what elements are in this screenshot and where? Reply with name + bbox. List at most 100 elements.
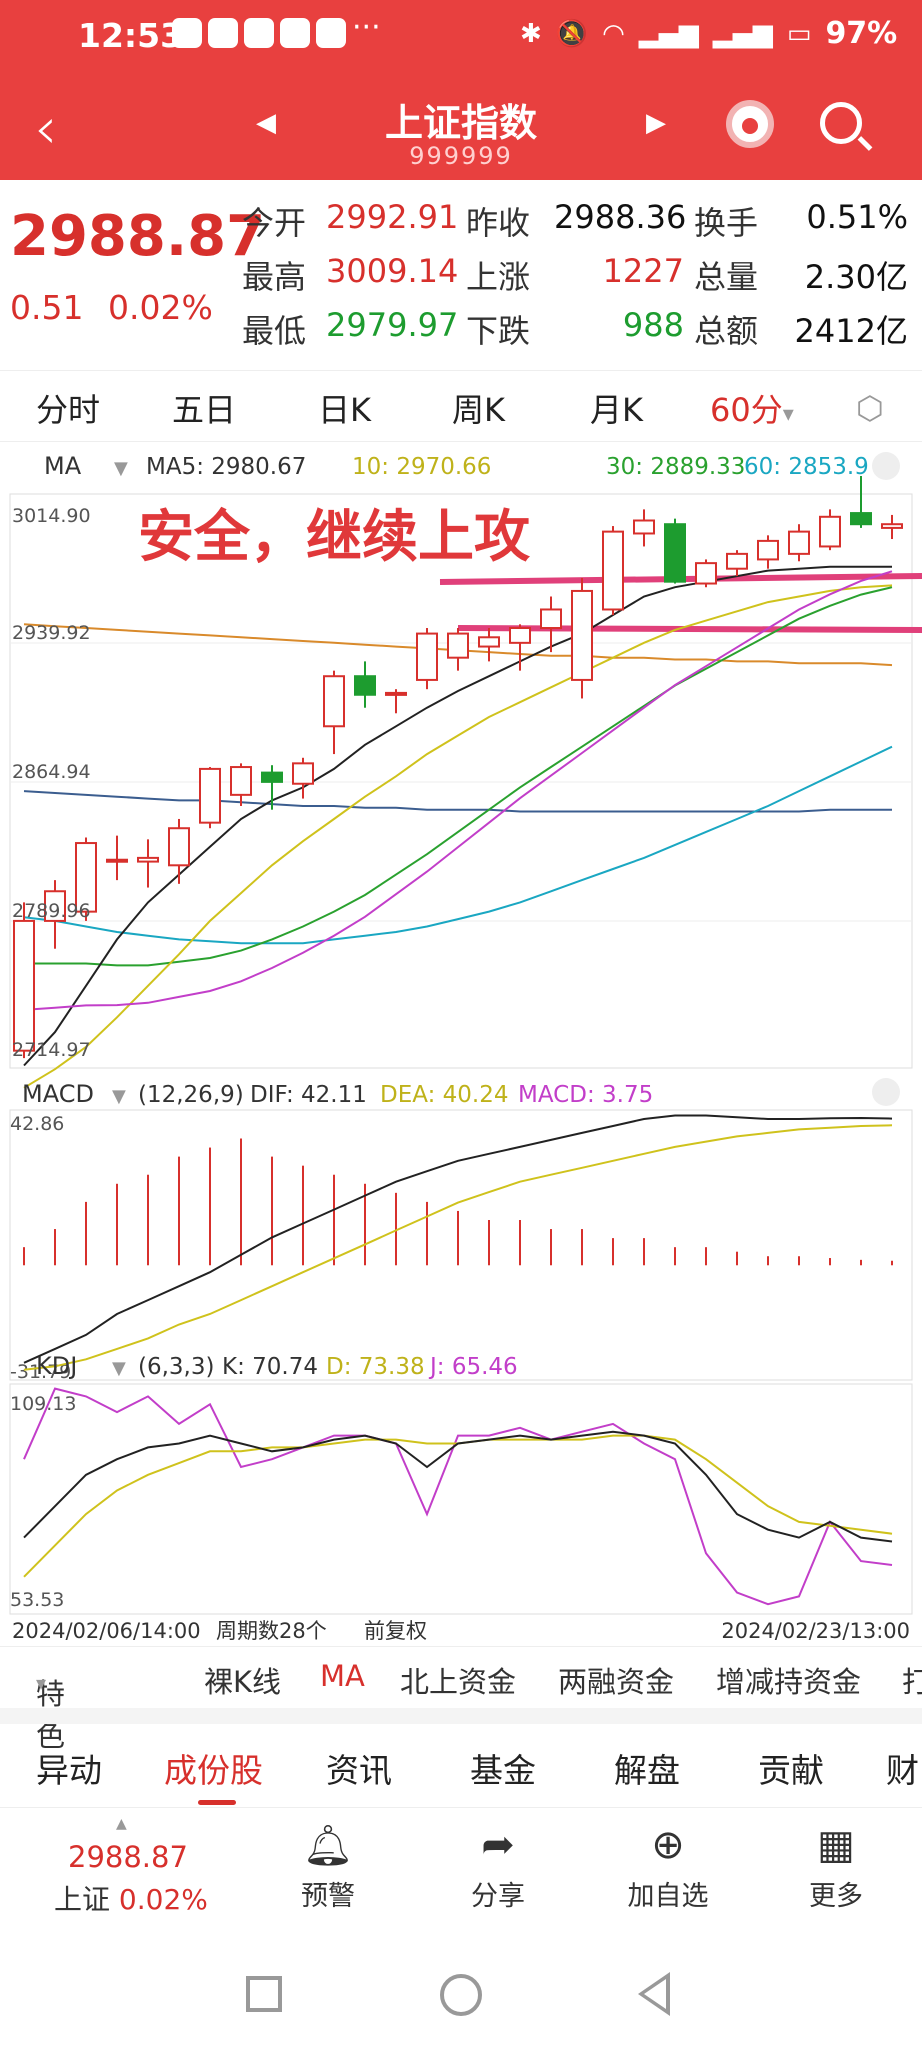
feature-ma[interactable]: MA — [320, 1659, 365, 1693]
app-notify-icon — [316, 18, 346, 48]
x-axis-start: 2024/02/06/14:00 — [12, 1619, 201, 1643]
macd-indicator-label[interactable]: MACD — [22, 1080, 94, 1108]
feature-northbound[interactable]: 北上资金 — [400, 1665, 517, 1699]
app-notify-icon — [172, 18, 202, 48]
signal-icon: ▂▄▆ — [638, 18, 699, 49]
feature-margin[interactable]: 两融资金 — [558, 1665, 675, 1699]
ma5-line — [23, 565, 892, 1067]
recent-apps-icon[interactable] — [246, 1976, 282, 2012]
tab-monthly-k[interactable]: 月K — [590, 391, 643, 429]
advancers-label: 上涨 — [466, 258, 531, 296]
candle-body — [819, 515, 841, 548]
kline-y-tick: 2864.94 — [12, 761, 91, 783]
candle-body — [323, 675, 345, 728]
candle-body — [571, 589, 593, 681]
tab-intraday[interactable]: 分时 — [36, 391, 101, 429]
fullscreen-icon[interactable] — [872, 452, 900, 480]
more-button[interactable]: ▦ 更多 — [776, 1822, 896, 1913]
tab-60-min-label: 60分 — [710, 391, 783, 429]
bottom-sub: 上证 0.02% — [54, 1878, 208, 1918]
kdj-j-legend: J: 65.46 — [428, 1354, 518, 1380]
ma60-legend: 60: 2853.9 — [744, 454, 869, 480]
prev-close-value: 2988.36 — [554, 198, 687, 236]
open-value: 2992.91 — [326, 198, 459, 236]
macd-dropdown-icon[interactable]: ▼ — [112, 1086, 126, 1107]
ma60-line — [23, 745, 893, 945]
macd-fullscreen-icon[interactable] — [872, 1078, 900, 1106]
kdj-d-legend: D: 73.38 — [326, 1354, 425, 1380]
home-icon[interactable] — [440, 1974, 482, 2016]
feature-holdings[interactable]: 增减持资金 — [716, 1665, 862, 1699]
kdj-k-line — [23, 1430, 893, 1543]
macd-value-legend: MACD: 3.75 — [518, 1082, 653, 1108]
back-icon[interactable]: ‹ — [34, 94, 58, 162]
candle-body — [633, 519, 655, 535]
change-value: 0.51 — [10, 288, 84, 327]
kdj-dropdown-icon[interactable]: ▼ — [112, 1358, 126, 1379]
tab-finance[interactable]: 财 — [886, 1751, 919, 1790]
kdj-params: (6,3,3) — [138, 1354, 214, 1380]
tab-daily-k[interactable]: 日K — [318, 391, 371, 429]
quote-panel: 2988.87 0.51 0.02% 今开 2992.91 昨收 2988.36… — [0, 180, 922, 358]
next-stock-icon[interactable]: ▶ — [646, 108, 666, 138]
chart-area[interactable]: MA ▼ MA5: 2980.67 10: 2970.66 30: 2889.3… — [0, 444, 922, 1644]
open-label: 今开 — [242, 204, 307, 242]
back-nav-icon[interactable] — [638, 1972, 670, 2016]
system-nav — [0, 1960, 922, 2030]
macd-y-tick: 42.86 — [10, 1113, 64, 1135]
candle-body — [199, 767, 221, 824]
ma-indicator-label[interactable]: MA — [44, 452, 82, 480]
tab-60-min[interactable]: 60分▾ — [710, 385, 794, 431]
decliners-label: 下跌 — [466, 312, 531, 350]
search-icon[interactable] — [820, 102, 862, 144]
stock-code: 999999 — [409, 142, 513, 170]
kdj-indicator-label[interactable]: KDJ — [36, 1352, 77, 1380]
adjust-mode[interactable]: 前复权 — [364, 1619, 427, 1643]
low-label: 最低 — [242, 312, 307, 350]
prev-close-label: 昨收 — [466, 204, 531, 242]
candle-body — [13, 919, 35, 1052]
add-watchlist-button[interactable]: ⊕ 加自选 — [608, 1822, 728, 1913]
settings-hexagon-icon[interactable]: ⬡ — [856, 389, 884, 427]
grid-icon: ▦ — [817, 1822, 855, 1868]
active-tab-underline — [198, 1800, 236, 1805]
ma-purple-line — [23, 570, 893, 1011]
tab-contribution[interactable]: 贡献 — [758, 1751, 824, 1790]
share-label: 分享 — [471, 1881, 525, 1912]
kdj-y-tick: 109.13 — [10, 1393, 76, 1415]
app-header: 12:53 ··· ✱ 🔕 ◠ ▂▄▆ ▂▄▆ ▭ 97% ‹ ◀ 上证指数 9… — [0, 0, 922, 180]
ma5-legend: MA5: 2980.67 — [146, 454, 306, 480]
tab-weekly-k[interactable]: 周K — [452, 391, 505, 429]
status-right: ✱ 🔕 ◠ ▂▄▆ ▂▄▆ ▭ 97% — [520, 16, 897, 51]
feature-bar: 特色 ▾ 裸K线 MA 北上资金 两融资金 增减持资金 打 — [0, 1646, 922, 1753]
ma-dropdown-icon[interactable]: ▼ — [114, 458, 128, 479]
candle-body — [540, 608, 562, 630]
share-button[interactable]: ➦ 分享 — [438, 1822, 558, 1913]
tab-constituents[interactable]: 成份股 — [164, 1751, 263, 1790]
feature-more[interactable]: 打 — [902, 1665, 922, 1699]
battery-level: 97% — [825, 16, 898, 51]
feature-special-label: 特色 — [36, 1677, 66, 1753]
tab-news[interactable]: 资讯 — [326, 1751, 392, 1790]
macd-frame — [9, 1109, 913, 1381]
ma10-legend: 10: 2970.66 — [352, 454, 491, 480]
candle-body — [44, 890, 66, 922]
volume-value: 2.30亿 — [804, 258, 908, 296]
tab-funds[interactable]: 基金 — [470, 1751, 536, 1790]
ma30-legend: 30: 2889.33 — [606, 454, 745, 480]
kline-frame — [9, 493, 913, 1069]
assistant-icon[interactable] — [726, 100, 774, 148]
tab-five-day[interactable]: 五日 — [172, 391, 237, 429]
status-bar: 12:53 ··· ✱ 🔕 ◠ ▂▄▆ ▂▄▆ ▭ 97% — [0, 10, 922, 55]
alert-button[interactable]: 🔔︎ 预警 — [268, 1822, 388, 1913]
candle-body — [509, 627, 531, 644]
tab-analysis[interactable]: 解盘 — [614, 1751, 680, 1790]
bottom-sub-pct: 0.02% — [118, 1883, 208, 1916]
bottom-sub-label: 上证 — [54, 1883, 111, 1916]
prev-stock-icon[interactable]: ◀ — [256, 108, 276, 138]
candle-body — [757, 539, 779, 561]
feature-naked-k[interactable]: 裸K线 — [204, 1665, 282, 1699]
volume-label: 总量 — [694, 258, 759, 296]
tab-abnormal[interactable]: 异动 — [36, 1751, 102, 1790]
candle-body — [695, 562, 717, 585]
